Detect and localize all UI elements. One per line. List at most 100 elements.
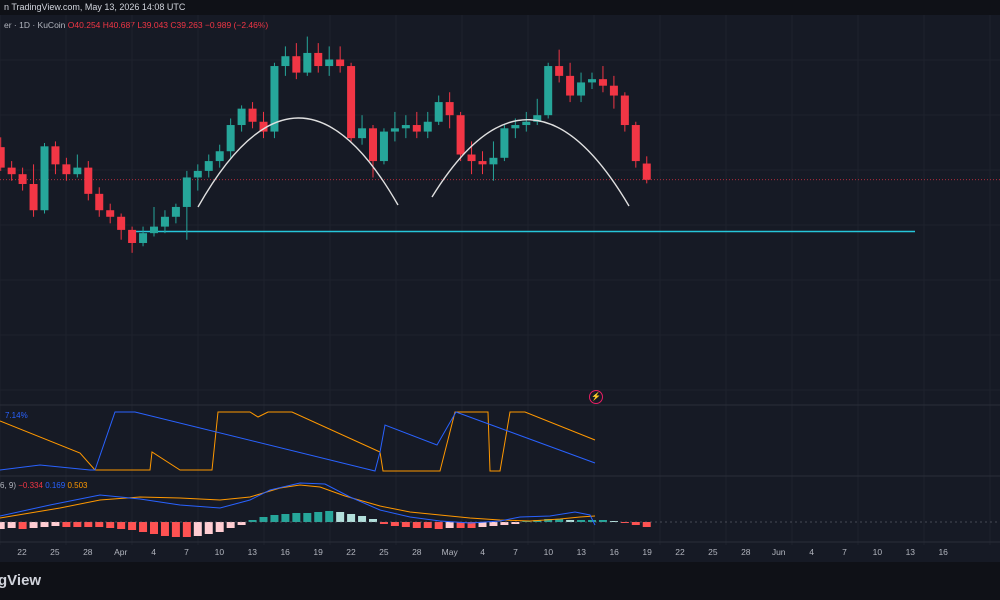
x-axis-tick-label: 25 (708, 547, 718, 557)
candle-body (631, 125, 640, 162)
x-axis-tick-label: 16 (938, 547, 948, 557)
macd-histogram-bar (281, 514, 290, 522)
macd-histogram-bar (106, 522, 115, 528)
candle-body (456, 115, 465, 155)
macd-histogram-bar (215, 522, 224, 532)
x-axis-tick-label: 10 (544, 547, 554, 557)
x-axis-tick-label: 22 (675, 547, 685, 557)
x-axis-tick-label: 7 (513, 547, 518, 557)
alert-icon[interactable]: ⚡ (589, 390, 603, 404)
legend-close: C39.263 (170, 20, 203, 30)
x-axis-tick-label: 19 (313, 547, 323, 557)
macd-histogram-bar (347, 514, 356, 522)
macd-histogram-bar (336, 512, 345, 522)
macd-histogram-bar (489, 522, 498, 526)
candle-body (248, 108, 257, 122)
candle-body (281, 56, 290, 67)
candle-body (314, 52, 323, 67)
macd-histogram-bar (588, 520, 596, 522)
macd-histogram-bar (522, 521, 531, 522)
candle-body (237, 108, 246, 126)
candle-body (117, 216, 126, 230)
candle-body (215, 151, 224, 162)
candle-body (204, 161, 213, 171)
brand-logo: gView (0, 572, 42, 589)
macd-params: 6, 9) (0, 481, 17, 490)
macd-histogram-bar (555, 519, 564, 522)
x-axis-tick-label: 19 (642, 547, 652, 557)
macd-histogram-bar (128, 522, 137, 530)
candle-body (620, 95, 629, 126)
arc-top-1 (197, 117, 399, 208)
macd-histogram-bar (642, 522, 651, 527)
candle-body (193, 170, 202, 178)
legend-open: O40.254 (67, 20, 101, 30)
header-text: n TradingView.com, May 13, 2026 14:08 UT… (4, 2, 186, 12)
macd-histogram-bar (117, 522, 126, 529)
macd-histogram-bar (51, 522, 60, 526)
macd-histogram-bar (423, 522, 432, 528)
candle-body (478, 161, 487, 165)
x-axis-tick-label: 28 (83, 547, 93, 557)
macd-hist-value: 0.503 (67, 481, 88, 490)
macd-histogram-bar (314, 512, 323, 522)
macd-signal-line (0, 484, 596, 522)
candle-body (95, 193, 104, 211)
candle-body (0, 147, 5, 168)
candle-body (18, 174, 27, 185)
candle-body (347, 66, 356, 139)
macd-histogram-bar (18, 522, 27, 529)
macd-histogram-bar (139, 522, 148, 532)
candle-body (150, 226, 158, 234)
x-axis-tick-label: 16 (280, 547, 290, 557)
candle-body (379, 131, 388, 162)
macd-histogram-bar (620, 522, 629, 523)
macd-histogram-bar (379, 522, 388, 524)
x-axis-tick-label: 25 (50, 547, 60, 557)
candle-body (7, 167, 16, 175)
x-axis-tick-label: 13 (577, 547, 587, 557)
candle-body (434, 102, 443, 122)
candle-body (171, 206, 180, 217)
macd-histogram-bar (445, 522, 454, 528)
candle-body (390, 128, 399, 132)
candle-body (467, 154, 476, 162)
candle-body (544, 66, 553, 116)
chart-canvas[interactable]: 22 25 28 Apr 4 7 10 13 16 19 22 25 28 May 4 7 10 13 16 19 22… (0, 15, 1000, 562)
candle-body (292, 56, 301, 73)
candle-body (160, 216, 169, 227)
macd-histogram-bar (62, 522, 71, 527)
candle-body (182, 177, 191, 207)
x-axis-tick-label: 22 (346, 547, 356, 557)
candle-body (29, 184, 38, 211)
candle-body (303, 52, 312, 73)
macd-histogram-bar (631, 522, 640, 525)
macd-histogram-bar (369, 519, 377, 522)
macd-histogram-bar (160, 522, 169, 536)
macd-histogram-bar (390, 522, 399, 526)
macd-histogram-bar (193, 522, 202, 536)
candle-body (325, 59, 334, 67)
x-axis-tick-label: May (442, 547, 459, 557)
macd-histogram-bar (303, 513, 312, 522)
candle-body (226, 125, 235, 152)
x-axis-tick-label: Jun (772, 547, 786, 557)
candle-body (270, 66, 279, 132)
x-axis-tick-label: 28 (412, 547, 422, 557)
arc-top-2 (431, 119, 630, 207)
candle-body (128, 229, 137, 243)
macd-histogram-bar (84, 522, 93, 527)
x-axis-tick-label: 28 (741, 547, 751, 557)
x-axis-tick-label: 13 (906, 547, 916, 557)
candle-body (489, 157, 498, 165)
candle-body (73, 167, 82, 175)
macd-histogram-bar (566, 520, 575, 522)
indicator1-blue-line (0, 411, 596, 472)
x-axis-tick-label: 4 (151, 547, 156, 557)
candle-body (445, 102, 454, 116)
macd-histogram-bar (248, 520, 257, 522)
legend-symbol: er · 1D · KuCoin (4, 20, 66, 30)
macd-histogram-bar (544, 519, 553, 522)
candle-body (62, 164, 71, 175)
macd-histogram-bar (478, 522, 487, 527)
